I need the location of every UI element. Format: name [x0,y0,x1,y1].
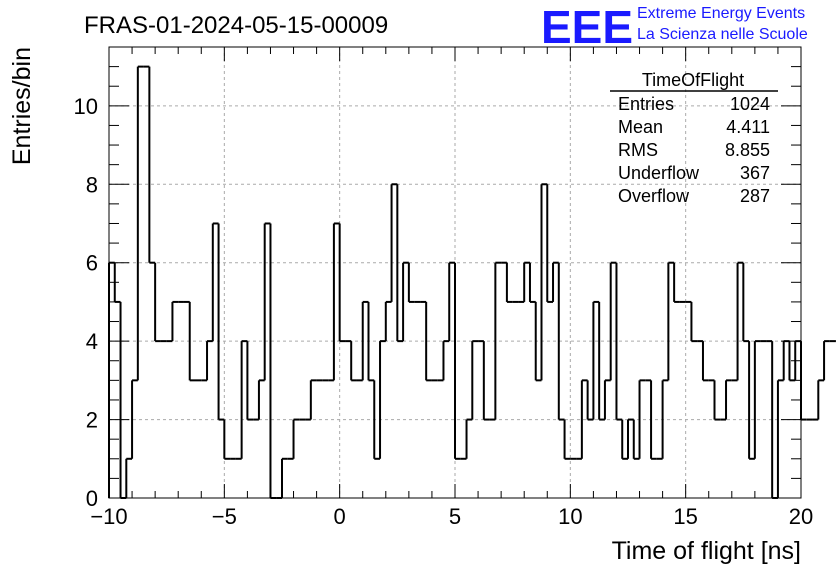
histogram-bin [725,379,732,420]
histogram-bin [257,379,265,420]
histogram-bin [713,380,721,421]
histogram-bin [701,341,709,382]
stats-header: TimeOfFlight [642,70,744,90]
stats-row-value: 287 [740,186,770,206]
stats-row-value: 1024 [730,94,770,114]
y-tick-label: 6 [86,251,98,276]
histogram-bin [563,419,571,460]
eee-logo-mark: EEE [541,1,633,53]
histogram-bin [505,262,513,303]
histogram-bin [528,262,536,303]
histogram-bin [742,262,750,343]
histogram-bin [407,262,415,303]
histogram-bin [638,379,646,459]
histogram-bin [690,301,698,343]
y-tick-label: 2 [86,408,98,433]
histogram-bin [800,341,807,421]
eee-logo: EEE Extreme Energy Events La Scienza nel… [541,1,808,53]
stats-row-value: 367 [740,163,770,183]
y-tick-label: 10 [74,94,98,119]
x-tick-label: 5 [449,504,461,529]
stats-row-label: Entries [618,94,674,114]
histogram-bin [309,379,317,420]
eee-logo-line2: La Scienza nelle Scuole [637,26,808,43]
x-tick-label: 0 [334,504,346,529]
stats-row-value: 8.855 [725,140,770,160]
y-axis-title: Entries/bin [8,47,36,165]
stats-row-label: RMS [618,140,658,160]
histogram-bin [171,300,179,342]
stats-row-label: Mean [618,117,663,137]
y-tick-labels: 0 2 4 6 8 10 [74,94,98,511]
histogram-bin [379,340,386,459]
x-tick-label: 20 [789,504,813,529]
histogram-bin [425,301,432,382]
stats-row-label: Overflow [618,186,690,206]
stats-row-value: 4.411 [726,117,770,137]
axes [108,46,802,499]
x-tick-label: 15 [673,504,697,529]
histogram-bin [442,340,450,381]
stats-rows: Entries 1024 Mean 4.411 RMS 8.855 Underflow 367… [618,94,770,206]
chart-title: FRAS-01-2024-05-15-00009 [84,12,388,39]
x-tick-labels: −10 −5 0 5 10 15 20 [90,504,813,529]
y-tick-label: 0 [86,486,98,511]
y-tick-label: 8 [86,172,98,197]
histogram-bin [338,223,346,343]
x-tick-label: 10 [558,504,582,529]
x-tick-label: −5 [212,504,237,529]
eee-logo-line1: Extreme Energy Events [637,5,805,22]
histogram-bin [482,341,490,421]
histogram-bin [246,341,254,421]
x-tick-label: −10 [90,504,127,529]
histogram-bin [494,261,502,420]
histogram-bin [471,340,479,420]
histogram-bin [154,262,161,343]
histogram [108,65,836,499]
histogram-bin [136,65,144,381]
histogram-bin [753,340,761,459]
histogram-bin [465,418,473,459]
y-tick-label: 4 [86,329,98,354]
stats-row-label: Underflow [618,163,700,183]
histogram-bin [817,379,825,420]
histogram-bin [188,301,196,382]
x-axis-title: Time of flight [ns] [612,537,801,565]
histogram-bin [454,262,461,460]
histogram-bin [125,457,133,498]
histogram-bin [384,300,392,342]
histogram-bin [650,380,657,460]
histogram-bin [206,340,213,381]
histogram-bin [217,223,225,421]
histogram-bin [823,340,830,381]
histogram-bin [281,457,288,498]
histogram-bin [776,379,784,498]
histogram-bin [350,341,357,382]
histogram-bin [269,223,277,499]
histogram-bin [148,66,156,264]
stats-box: TimeOfFlight Entries 1024 Mean 4.411 RMS 8.85… [610,70,778,206]
histogram-bin [292,418,300,459]
histogram-bin [673,262,680,303]
histogram-bin [223,419,231,460]
histogram-bin [603,379,611,420]
